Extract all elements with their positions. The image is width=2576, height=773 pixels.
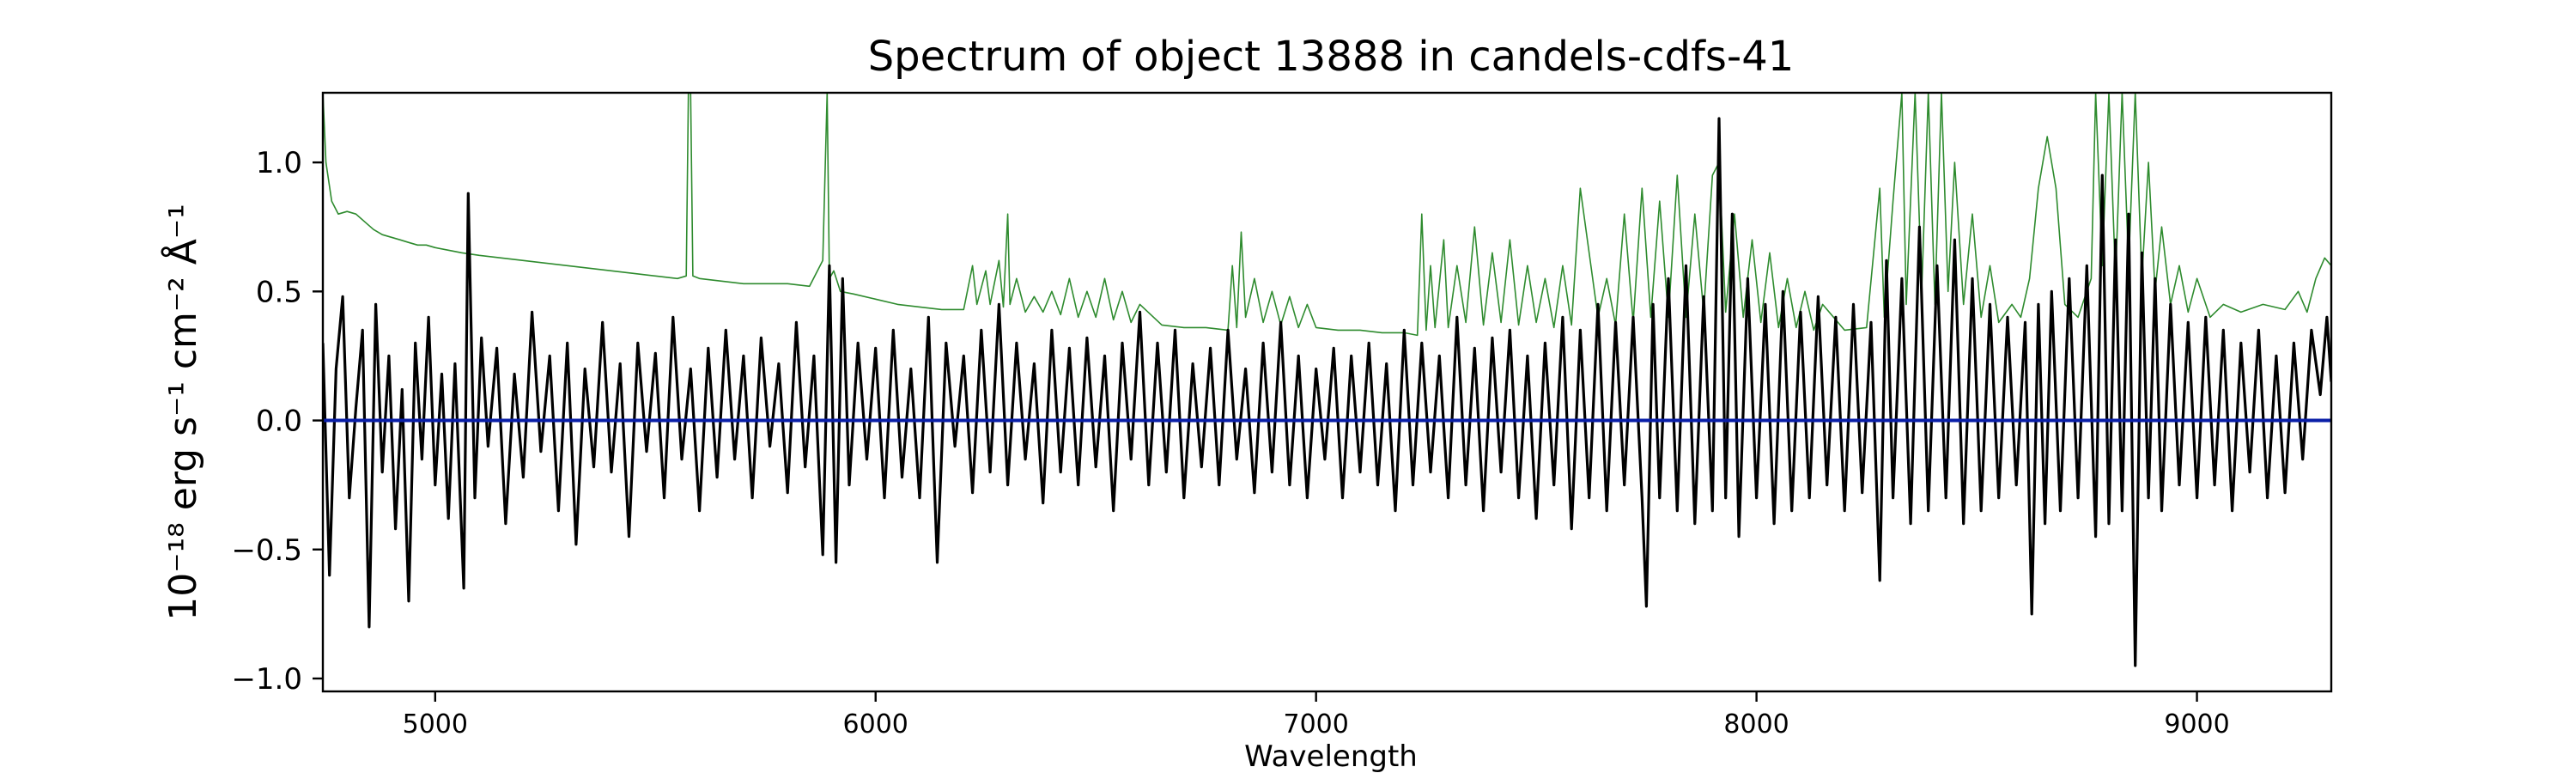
plot-area xyxy=(323,93,2331,667)
flux-series-line xyxy=(323,117,2331,667)
x-tick-label: 8000 xyxy=(1723,709,1789,740)
error-series-line xyxy=(323,93,2331,337)
y-tick-label: 0.5 xyxy=(256,275,302,309)
x-tick-label: 9000 xyxy=(2164,709,2229,740)
y-tick-label: −1.0 xyxy=(231,662,302,697)
y-axis-label: 10⁻¹⁸ erg s⁻¹ cm⁻² Å⁻¹ xyxy=(160,204,205,620)
x-tick-label: 6000 xyxy=(843,709,908,740)
y-tick-label: 0.0 xyxy=(256,405,302,439)
axes: 5000 6000 7000 8000 9000 −1.0 −0.5 0.0 0.5 1.0 xyxy=(231,91,2333,740)
x-axis-label: Wavelength xyxy=(1244,740,1418,773)
y-tick-label: 1.0 xyxy=(256,146,302,180)
plot-frame xyxy=(321,91,2333,693)
x-tick-label: 5000 xyxy=(403,709,468,740)
chart-title: Spectrum of object 13888 in candels-cdfs… xyxy=(868,33,1795,81)
x-tick-label: 7000 xyxy=(1283,709,1348,740)
y-tick-label: −0.5 xyxy=(231,533,302,568)
